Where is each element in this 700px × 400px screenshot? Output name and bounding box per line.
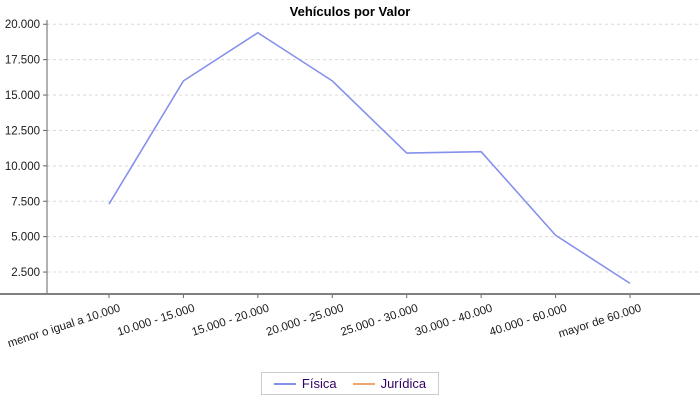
y-tick-label: 5.000 xyxy=(11,232,40,244)
legend-item-juridica: Jurídica xyxy=(352,376,427,391)
x-category-label: 40.000 - 60.000 xyxy=(488,302,568,338)
y-tick-label: 12.500 xyxy=(5,125,40,137)
legend-label-juridica: Jurídica xyxy=(380,376,427,391)
x-category-label: 15.000 - 20.000 xyxy=(190,302,270,338)
line-chart-plot: 2.500 5.000 7.500 10.000 12.500 15.000 17.500 2… xyxy=(0,19,700,350)
y-tick-label: 2.500 xyxy=(11,267,40,279)
chart-legend: Física Jurídica xyxy=(0,372,700,395)
legend-box: Física Jurídica xyxy=(260,372,440,395)
x-category-label: 20.000 - 25.000 xyxy=(265,302,345,338)
series-line-física xyxy=(108,31,631,285)
juridica-line-swatch-icon xyxy=(352,382,375,385)
y-tick-label: 7.500 xyxy=(11,196,40,208)
legend-label-fisica: Física xyxy=(301,376,337,391)
x-category-label: 30.000 - 40.000 xyxy=(414,302,494,338)
x-category-label: menor o igual a 10.000 xyxy=(6,302,122,350)
x-category-label: 25.000 - 30.000 xyxy=(339,302,419,338)
y-tick-label: 15.000 xyxy=(5,90,40,102)
chart-title: Vehículos por Valor xyxy=(289,4,411,19)
x-category-label: mayor de 60.000 xyxy=(557,302,643,340)
y-tick-label: 10.000 xyxy=(5,161,40,173)
fisica-line-swatch-icon xyxy=(273,382,296,385)
x-category-label: 10.000 - 15.000 xyxy=(116,302,196,338)
legend-item-fisica: Física xyxy=(273,376,337,391)
y-tick-label: 17.500 xyxy=(5,55,40,67)
y-tick-label: 20.000 xyxy=(5,19,40,31)
